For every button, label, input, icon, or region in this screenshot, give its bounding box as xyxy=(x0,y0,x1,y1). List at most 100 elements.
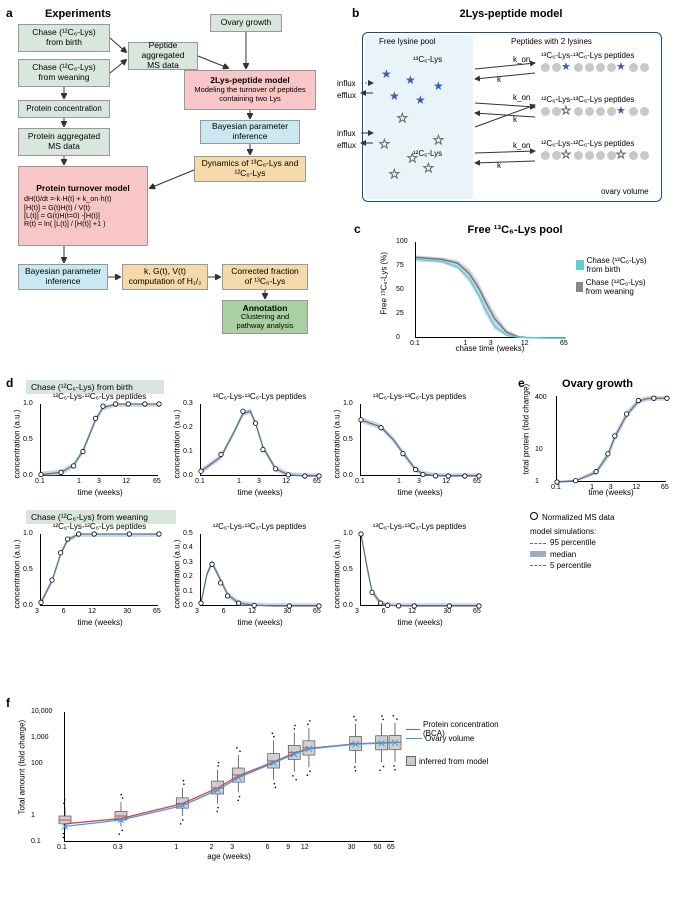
tick-label: 50 xyxy=(396,286,404,293)
chart-c-axes: 0.11312650255075100 xyxy=(415,242,565,338)
tick-label: 1 xyxy=(77,478,81,485)
tick-label: 10,000 xyxy=(31,708,52,715)
tick-label: 0.2 xyxy=(183,424,193,431)
d-svg xyxy=(201,534,319,606)
d-svg xyxy=(201,404,319,476)
d-ylabel: concentration (a.u.) xyxy=(333,410,342,479)
tick-label: 3 xyxy=(417,478,421,485)
tick-label: 1 xyxy=(174,844,178,851)
e-legend-med-text: median xyxy=(550,550,576,559)
d-xlabel: time (weeks) xyxy=(361,618,479,627)
tick-label: 0.5 xyxy=(23,436,33,443)
d-xlabel: time (weeks) xyxy=(41,488,159,497)
tick-label: 65 xyxy=(313,608,321,615)
tick-label: 0.0 xyxy=(343,472,353,479)
bead-icon xyxy=(541,151,550,160)
tick-label: 0.0 xyxy=(183,472,193,479)
tick-label: 400 xyxy=(535,394,547,401)
f-legend-vol: Ovary volume xyxy=(406,734,474,743)
bead-icon xyxy=(596,107,605,116)
k-label: k xyxy=(513,115,517,124)
tick-label: 12 xyxy=(301,844,309,851)
c-xlabel: chase time (weeks) xyxy=(415,344,565,353)
tick-label: 100 xyxy=(31,760,43,767)
panel-b-box: Free lysine pool Peptides with 2 lysines… xyxy=(362,32,662,202)
panel-c-chart: Free ¹³C₆-Lys pool 0.11312650255075100 F… xyxy=(370,228,660,358)
d-svg xyxy=(41,404,159,476)
panel-d-charts: Chase (¹²C₆-Lys) from birth Chase (¹²C₆-… xyxy=(10,380,510,640)
d-subtitle: ¹³C₆-Lys-¹³C₆-Lys peptides xyxy=(361,522,478,531)
panel-f-chart: 0.10.312369123050650.111001,00010,000 To… xyxy=(10,700,510,880)
d-xlabel: time (weeks) xyxy=(201,488,319,497)
d-subchart: ¹²C₆-Lys-¹²C₆-Lys peptides361230650.00.5… xyxy=(40,534,158,606)
tick-label: 0.1 xyxy=(195,478,205,485)
chart-e-axes: 0.1131265110400 xyxy=(556,396,666,482)
bead-icon xyxy=(574,63,583,72)
c-ylabel: Free ¹³C₆-Lys (%) xyxy=(380,252,389,314)
d-subtitle: ¹²C₆-Lys-¹³C₆-Lys peptides xyxy=(201,392,318,401)
bead-icon xyxy=(574,151,583,160)
star-icon: ★ xyxy=(561,148,571,161)
tick-label: 0.5 xyxy=(23,566,33,573)
d-subtitle: ¹²C₆-Lys-¹³C₆-Lys peptides xyxy=(201,522,318,531)
tick-label: 50 xyxy=(374,844,382,851)
tick-label: 0.5 xyxy=(343,566,353,573)
d-xlabel: time (weeks) xyxy=(201,618,319,627)
panel-c-title: Free ¹³C₆-Lys pool xyxy=(370,224,660,236)
tick-label: 30 xyxy=(283,608,291,615)
bead-icon xyxy=(607,151,616,160)
star-icon: ★ xyxy=(616,60,626,73)
d-ylabel: concentration (a.u.) xyxy=(173,540,182,609)
bead-icon xyxy=(552,63,561,72)
swatch-icon xyxy=(576,282,583,292)
bead-icon xyxy=(574,107,583,116)
tick-label: 0.3 xyxy=(183,559,193,566)
e-xlabel: time (weeks) xyxy=(556,488,666,497)
tick-label: 6 xyxy=(382,608,386,615)
tick-label: 30 xyxy=(348,844,356,851)
tick-label: 0.0 xyxy=(23,602,33,609)
bead-icon xyxy=(541,107,550,116)
e-legend-p5-text: 5 percentile xyxy=(550,561,591,570)
efflux-label: efflux xyxy=(337,141,356,150)
tick-label: 0.1 xyxy=(31,838,41,845)
tick-label: 1,000 xyxy=(31,734,49,741)
bead-icon xyxy=(596,63,605,72)
f-legend-inf-text: inferred from model xyxy=(419,757,488,766)
tick-label: 65 xyxy=(313,478,321,485)
tick-label: 1 xyxy=(237,478,241,485)
tick-label: 0.3 xyxy=(113,844,123,851)
tick-label: 1.0 xyxy=(343,400,353,407)
bead-icon xyxy=(585,63,594,72)
tick-label: 0.3 xyxy=(183,400,193,407)
d-subchart: ¹²C₆-Lys-¹³C₆-Lys peptides0.11312650.00.… xyxy=(200,404,318,476)
chart-c-svg xyxy=(416,242,566,338)
tick-label: 12 xyxy=(248,608,256,615)
tick-label: 0.1 xyxy=(183,588,193,595)
tick-label: 65 xyxy=(387,844,395,851)
bead-icon xyxy=(552,151,561,160)
influx-label: influx xyxy=(337,79,356,88)
tick-label: 12 xyxy=(282,478,290,485)
bead-icon xyxy=(629,151,638,160)
tick-label: 30 xyxy=(123,608,131,615)
star-icon: ★ xyxy=(616,148,626,161)
tick-label: 0.0 xyxy=(23,472,33,479)
flow-arrows xyxy=(10,8,348,338)
d-xlabel: time (weeks) xyxy=(41,618,159,627)
tick-label: 65 xyxy=(153,478,161,485)
tick-label: 65 xyxy=(473,608,481,615)
k-label: k xyxy=(497,161,501,170)
panel-e-chart: Ovary growth 0.1131265110400 total prote… xyxy=(520,380,675,550)
e-legend-ms: Normalized MS data xyxy=(530,512,614,523)
tick-label: 75 xyxy=(396,262,404,269)
panel-b-diagram: 2Lys-peptide model Free lysine pool Pept… xyxy=(352,8,670,208)
tick-label: 0.1 xyxy=(183,448,193,455)
tick-label: 1.0 xyxy=(23,530,33,537)
chart-e-svg xyxy=(557,396,667,482)
bead-icon xyxy=(607,107,616,116)
bead-icon xyxy=(640,151,649,160)
tick-label: 0.0 xyxy=(343,602,353,609)
k-label: k xyxy=(497,75,501,84)
c-legend-wean-text: Chase (¹²C₆-Lys) from weaning xyxy=(586,278,660,296)
